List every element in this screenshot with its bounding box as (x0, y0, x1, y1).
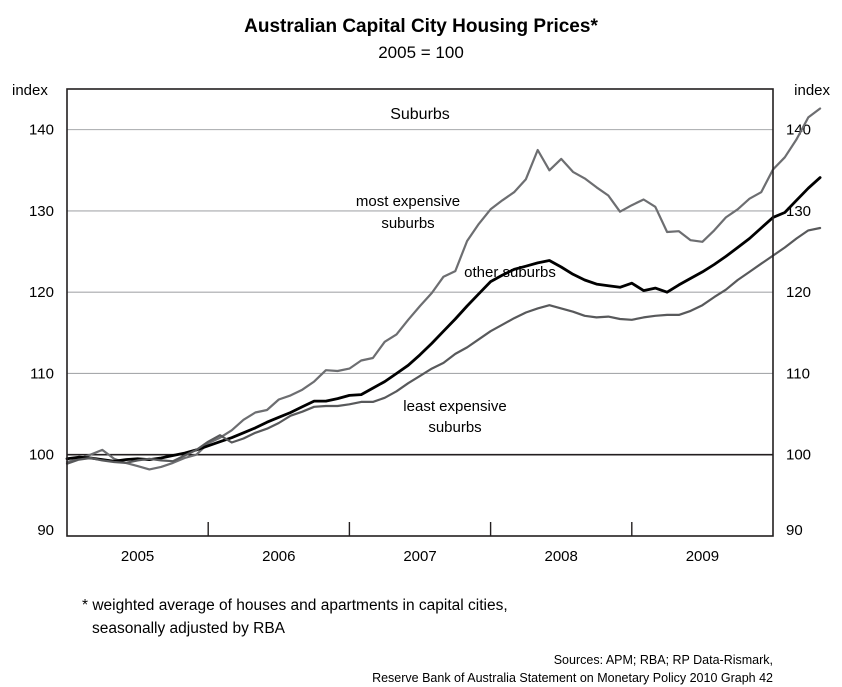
x-tick-label: 2005 (121, 548, 154, 565)
y-axis-label-right: index (794, 82, 830, 99)
y-tick-label-left: 110 (30, 365, 54, 382)
x-tick-label: 2009 (686, 548, 719, 565)
footnote-line1: * weighted average of houses and apartme… (82, 597, 508, 614)
annotation-other-suburbs: other suburbs (464, 264, 556, 281)
panel-title: Suburbs (390, 106, 450, 123)
y-tick-label-left: 90 (37, 522, 54, 539)
sources-line1: Sources: APM; RBA; RP Data-Rismark, (554, 653, 773, 667)
series-line-most-expensive-suburbs (65, 107, 822, 471)
annotation-most-expensive-line2: suburbs (381, 215, 434, 232)
series-line-least-expensive-suburbs (65, 226, 822, 465)
y-tick-label-left: 100 (29, 447, 54, 464)
y-tick-label-left: 120 (29, 284, 54, 301)
annotation-most-expensive-line1: most expensive (356, 193, 460, 210)
plot-frame (66, 88, 774, 537)
y-tick-label-left: 140 (29, 122, 54, 139)
y-axis-label-left: index (12, 82, 48, 99)
y-tick-label-right: 130 (786, 203, 811, 220)
x-tick-label: 2007 (403, 548, 436, 565)
series-lines (65, 107, 822, 471)
annotation-least-expensive-line2: suburbs (428, 419, 481, 436)
chart-subtitle: 2005 = 100 (378, 43, 464, 62)
x-tick-marks (207, 522, 633, 536)
annotation-least-expensive-line1: least expensive (403, 398, 506, 415)
sources-line2: Reserve Bank of Australia Statement on M… (372, 671, 773, 685)
y-tick-label-right: 120 (786, 284, 811, 301)
y-tick-label-right: 110 (786, 365, 810, 382)
x-tick-label: 2008 (545, 548, 578, 565)
y-tick-label-left: 130 (29, 203, 54, 220)
x-tick-labels: 2005 2006 2007 2008 2009 (121, 548, 719, 565)
footnote-line2: seasonally adjusted by RBA (92, 620, 286, 637)
gridlines (67, 129, 773, 456)
y-tick-label-right: 100 (786, 447, 811, 464)
y-tick-label-right: 90 (786, 522, 803, 539)
x-tick-label: 2006 (262, 548, 295, 565)
chart-title: Australian Capital City Housing Prices* (244, 16, 598, 37)
